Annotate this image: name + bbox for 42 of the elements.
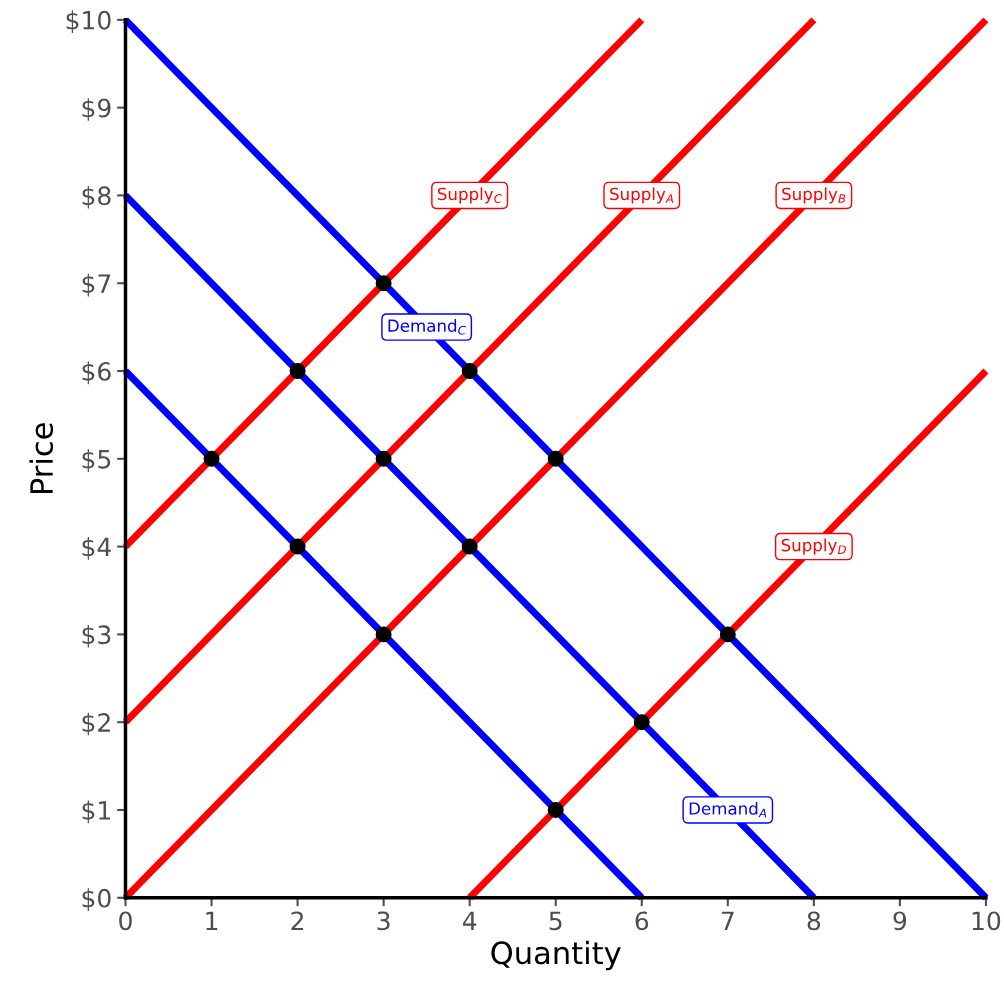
annotation: Demand$_{C}$ bbox=[388, 319, 466, 335]
y-tick-label: $2 bbox=[82, 712, 110, 736]
y-tick-label: $3 bbox=[82, 624, 111, 648]
x-tick-label: 7 bbox=[721, 911, 734, 930]
x-tick-label: 9 bbox=[893, 911, 907, 931]
x-tick-label: 5 bbox=[549, 911, 562, 931]
x-tick-label: 2 bbox=[291, 911, 304, 930]
point bbox=[289, 363, 306, 379]
annotation: Demand$_{A}$ bbox=[689, 801, 767, 818]
y-tick-label: $1 bbox=[82, 800, 110, 824]
x-axis-title: Quantity bbox=[491, 940, 621, 971]
point bbox=[719, 626, 736, 643]
y-tick-label: $0 bbox=[82, 888, 111, 911]
y-tick-label: $5 bbox=[82, 449, 111, 472]
point bbox=[633, 714, 650, 731]
x-tick-label: 0 bbox=[119, 911, 132, 931]
point bbox=[375, 626, 392, 643]
annotation: Supply$_{A}$ bbox=[610, 187, 674, 204]
x-tick-label: 1 bbox=[206, 911, 218, 930]
point bbox=[547, 801, 564, 818]
point bbox=[375, 450, 392, 467]
y-tick-label: $7 bbox=[82, 273, 111, 297]
y-tick-label: $10 bbox=[66, 10, 111, 34]
annotation: Supply$_{D}$ bbox=[781, 538, 846, 555]
x-tick-label: 4 bbox=[462, 911, 477, 930]
point bbox=[203, 450, 220, 467]
x-tick-label: 10 bbox=[972, 911, 1001, 931]
y-tick-label: $9 bbox=[82, 98, 111, 121]
y-axis-title: Price bbox=[29, 423, 54, 494]
y-tick-label: $4 bbox=[82, 537, 111, 560]
point bbox=[375, 275, 392, 292]
point bbox=[461, 538, 478, 555]
x-tick-label: 6 bbox=[635, 911, 649, 931]
point bbox=[461, 363, 478, 379]
y-tick-label: $8 bbox=[82, 185, 111, 209]
annotation: Supply$_{C}$ bbox=[437, 187, 502, 204]
x-tick-label: 8 bbox=[807, 911, 821, 931]
x-tick-label: 3 bbox=[377, 911, 390, 931]
annotation: Supply$_{B}$ bbox=[782, 187, 846, 204]
point bbox=[547, 450, 564, 467]
point bbox=[289, 538, 306, 555]
y-tick-label: $6 bbox=[82, 361, 111, 385]
